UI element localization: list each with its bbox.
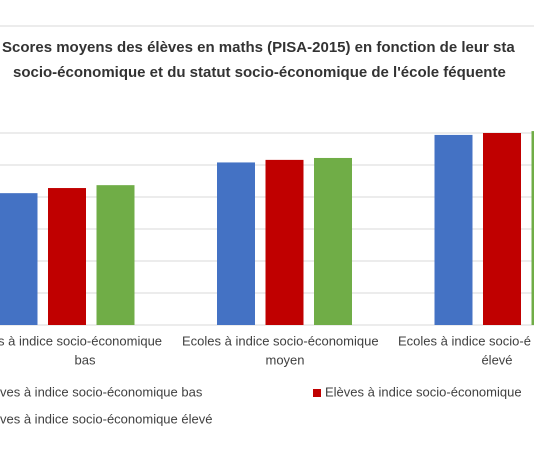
bar (0, 193, 38, 325)
bar (48, 188, 86, 325)
bar (434, 134, 473, 325)
bar (314, 157, 352, 325)
legend-label: Elèves à indice socio-économique (325, 384, 522, 399)
legend-swatch (313, 389, 321, 397)
x-tick-label: bas (75, 352, 96, 367)
bar (217, 162, 255, 325)
legend-label: ves à indice socio-économique bas (0, 384, 203, 399)
x-tick-label: s à indice socio-économique (0, 333, 162, 348)
bar (96, 185, 135, 325)
chart-title: Scores moyens des élèves en maths (PISA-… (2, 39, 515, 56)
x-tick-label: élevé (481, 352, 512, 367)
bar (265, 159, 304, 325)
bar (531, 131, 534, 325)
chart-title: socio-économique et du statut socio-écon… (13, 64, 506, 81)
x-tick-label: Ecoles à indice socio-é (398, 333, 531, 348)
x-tick-label: Ecoles à indice socio-économique (182, 333, 379, 348)
x-tick-label: moyen (265, 352, 304, 367)
legend-label: ves à indice socio-économique élevé (0, 411, 212, 426)
bar (483, 133, 521, 325)
